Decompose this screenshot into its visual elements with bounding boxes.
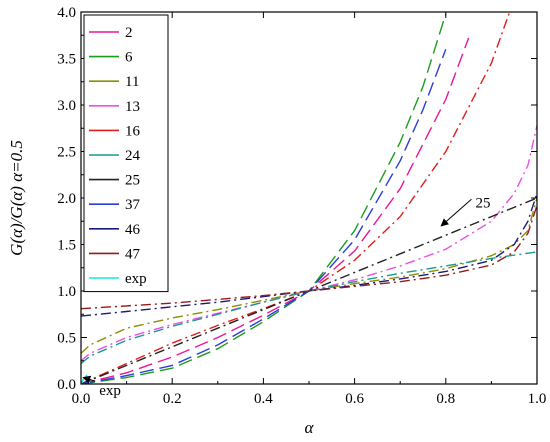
tick-labels: 0.0 0.2 0.4 0.6 0.8 1.0 0.0 0.5 1.0 1.5 2.0 2.5 3.0 3… xyxy=(57,5,546,407)
y-tick-label: 0.0 xyxy=(57,377,76,393)
y-tick-label: 2.0 xyxy=(57,191,76,207)
y-tick-label: 0.5 xyxy=(57,331,76,347)
x-tick-label: 0.2 xyxy=(163,391,182,407)
x-tick-label: 0.0 xyxy=(72,391,91,407)
y-tick-label: 1.5 xyxy=(57,238,76,254)
x-tick-label: 1.0 xyxy=(528,391,547,407)
legend-label-47: 47 xyxy=(125,246,141,262)
y-axis-title: G(α)/G(α) α=0.5 xyxy=(7,140,26,256)
annotation-label: exp xyxy=(99,383,121,399)
series-line-24 xyxy=(81,251,537,365)
legend-label-16: 16 xyxy=(125,123,141,139)
legend-box xyxy=(83,14,169,293)
series-line-46 xyxy=(81,193,537,317)
y-tick-label: 4.0 xyxy=(57,5,76,21)
y-tick-label: 1.0 xyxy=(57,284,76,300)
series-line-2 xyxy=(81,37,470,384)
y-axis-title-text: G(α)/G(α) α=0.5 xyxy=(7,140,26,256)
x-tick-label: 0.4 xyxy=(254,391,273,407)
series-line-47 xyxy=(81,205,537,310)
series-line-13 xyxy=(81,125,537,362)
series-line-37 xyxy=(81,48,447,384)
x-axis-title: α xyxy=(305,418,315,437)
y-tick-label: 3.5 xyxy=(57,52,76,68)
legend-label-13: 13 xyxy=(125,99,140,115)
y-tick-label: 2.5 xyxy=(57,145,76,161)
y-tick-label: 3.0 xyxy=(57,98,76,114)
legend-label-11: 11 xyxy=(125,74,139,90)
legend-label-24: 24 xyxy=(125,148,141,164)
series-line-11 xyxy=(81,197,537,354)
legend-label-25: 25 xyxy=(125,173,140,189)
plot-lines xyxy=(81,12,537,384)
legend-label-2: 2 xyxy=(125,25,133,41)
series-line-6 xyxy=(81,13,447,384)
legend-label-46: 46 xyxy=(125,222,141,238)
annotation-arrow xyxy=(82,375,96,384)
x-tick-label: 0.8 xyxy=(436,391,455,407)
legend-label-37: 37 xyxy=(125,197,141,213)
legend-label-exp: exp xyxy=(125,271,147,287)
annotation-arrow xyxy=(440,198,472,227)
x-tick-label: 0.6 xyxy=(345,391,364,407)
legend-label-6: 6 xyxy=(125,50,133,66)
legend: 2 6 11 13 16 24 25 37 46 47 exp xyxy=(83,14,169,293)
annotation-label: 25 xyxy=(475,195,490,211)
annotations: 25 exp xyxy=(82,195,490,399)
